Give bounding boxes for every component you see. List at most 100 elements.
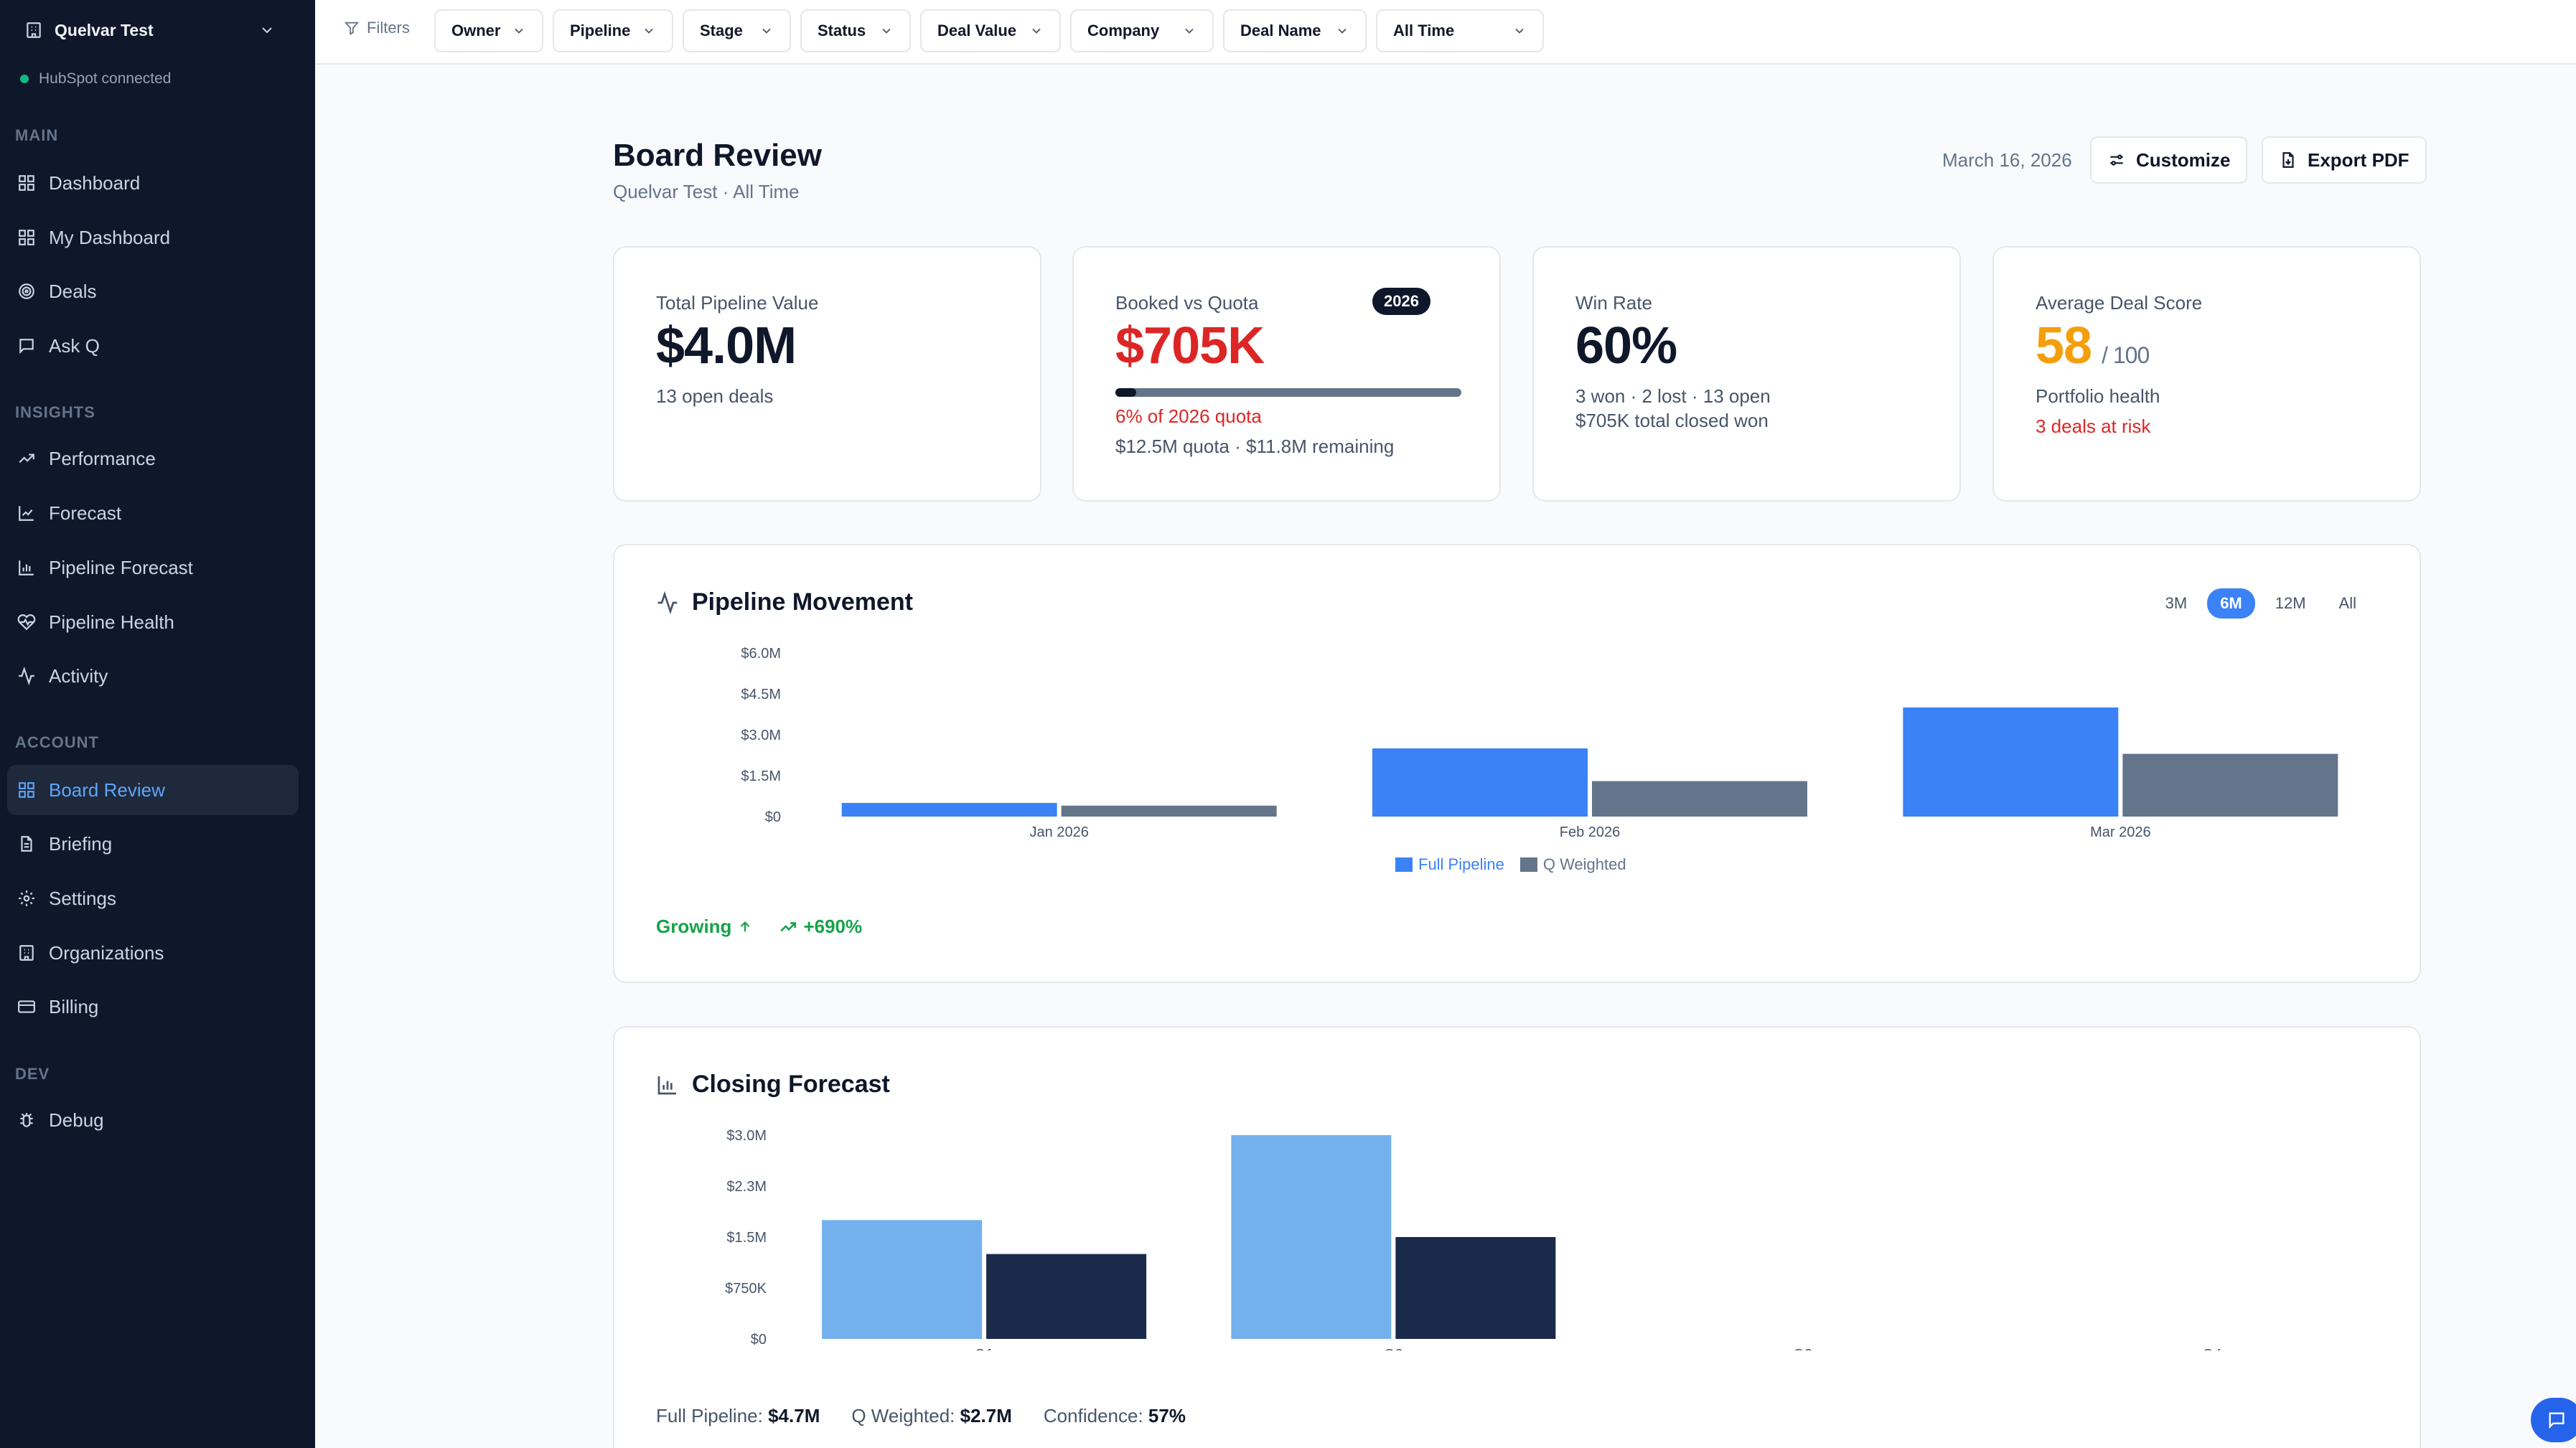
grid-icon	[19, 175, 34, 191]
bar-q1-series-0	[822, 1220, 983, 1339]
summary-value: $2.7M	[960, 1405, 1012, 1426]
report-date: March 16, 2026	[1942, 149, 2072, 171]
stage-filter[interactable]: Stage	[683, 9, 791, 52]
summary-label: Q Weighted:	[851, 1405, 955, 1426]
bar-mar-2026-series-0	[1903, 707, 2119, 817]
sidebar-item-pipeline-forecast[interactable]: Pipeline Forecast	[7, 542, 299, 593]
sidebar-item-label: My Dashboard	[49, 226, 171, 248]
sidebar-item-label: Briefing	[49, 832, 113, 855]
deal-name-filter[interactable]: Deal Name	[1223, 9, 1367, 52]
customize-label: Customize	[2136, 149, 2231, 171]
sidebar-item-settings[interactable]: Settings	[7, 873, 299, 923]
owner-filter[interactable]: Owner	[434, 9, 543, 52]
range-option-3m[interactable]: 3M	[2165, 594, 2188, 612]
grid-icon	[19, 230, 34, 245]
range-option-6m[interactable]: 6M	[2207, 588, 2255, 619]
time-range-filter[interactable]: All Time	[1376, 9, 1544, 52]
sidebar-item-label: Activity	[49, 664, 108, 687]
legend-item-q-weighted: Q Weighted	[1519, 855, 1626, 874]
sidebar-item-deals[interactable]: Deals	[7, 266, 299, 316]
range-option-all[interactable]: All	[2338, 594, 2356, 612]
sidebar-item-board-review[interactable]: Board Review	[7, 765, 299, 815]
y-tick-label: $2.3M	[726, 1179, 767, 1195]
sidebar-item-label: Billing	[49, 995, 99, 1017]
summary-q-weighted: Q Weighted: $2.7M	[851, 1405, 1012, 1427]
x-tick-label: Mar 2026	[2090, 824, 2151, 840]
chevron-down-icon	[882, 28, 891, 34]
kpi-label: Total Pipeline Value	[656, 292, 819, 314]
quota-progress-bar	[1115, 388, 1461, 397]
workspace-name: Quelvar Test	[55, 20, 154, 39]
score-denominator: / 100	[2102, 342, 2150, 368]
sidebar-item-briefing[interactable]: Briefing	[7, 819, 299, 869]
kpi-sub: $12.5M quota · $11.8M remaining	[1115, 436, 1395, 457]
target-icon	[19, 283, 34, 299]
chat-launcher-button[interactable]	[2531, 1398, 2576, 1442]
customize-button[interactable]: Customize	[2090, 136, 2248, 184]
workspace-switcher[interactable]: Quelvar Test	[24, 16, 276, 44]
chat-icon	[2549, 1412, 2565, 1429]
filters-text: Filters	[367, 19, 410, 37]
deal-name-filter-label: Deal Name	[1240, 22, 1321, 39]
section-account: ACCOUNT	[15, 733, 99, 751]
export-pdf-button[interactable]: Export PDF	[2262, 136, 2427, 184]
sidebar-item-debug[interactable]: Debug	[7, 1095, 299, 1145]
chevron-down-icon	[515, 28, 523, 34]
status-filter[interactable]: Status	[800, 9, 911, 52]
activity-icon	[19, 667, 34, 685]
time-range-filter-label: All Time	[1393, 22, 1455, 39]
chevron-down-icon	[762, 28, 771, 34]
sidebar-item-label: Debug	[49, 1109, 104, 1131]
sidebar-item-forecast[interactable]: Forecast	[7, 488, 299, 538]
pipeline-movement-card: Pipeline Movement 3M 6M 12M All $0 $1.5M $3.0…	[613, 544, 2421, 983]
y-tick-label: $4.5M	[741, 687, 781, 702]
building-icon	[27, 22, 41, 38]
summary-value: $4.7M	[768, 1405, 820, 1426]
section-main: MAIN	[15, 126, 59, 144]
kpi-card-deal-score: Average Deal Score 58 / 100 Portfolio hea…	[1992, 246, 2421, 502]
trend-value-text: +690%	[803, 916, 863, 937]
status-dot	[20, 75, 29, 83]
filters-label[interactable]: Filters	[344, 19, 410, 37]
y-tick-label: $0	[751, 1332, 767, 1348]
kpi-sub: 13 open deals	[656, 385, 774, 407]
deal-value-filter-label: Deal Value	[937, 22, 1017, 39]
sidebar-item-ask-q[interactable]: Ask Q	[7, 321, 299, 371]
chevron-down-icon[interactable]	[258, 22, 276, 39]
range-option-12m[interactable]: 12M	[2275, 594, 2306, 612]
stage-filter-label: Stage	[700, 22, 743, 39]
summary-value: 57%	[1148, 1405, 1186, 1426]
sidebar-item-label: Organizations	[49, 941, 164, 964]
chevron-down-icon	[1032, 28, 1041, 34]
sidebar-item-label: Settings	[49, 887, 116, 909]
y-tick-label: $1.5M	[726, 1230, 767, 1246]
company-filter[interactable]: Company	[1070, 9, 1214, 52]
bar-feb-2026-series-1	[1592, 781, 1807, 817]
message-icon	[19, 339, 34, 354]
section-insights: INSIGHTS	[15, 403, 95, 421]
sidebar-item-label: Pipeline Forecast	[49, 556, 193, 578]
sidebar-item-pipeline-health[interactable]: Pipeline Health	[7, 597, 299, 647]
chevron-down-icon	[645, 28, 653, 34]
chevron-down-icon	[1515, 28, 1524, 34]
pipeline-filter-label: Pipeline	[570, 22, 631, 39]
score-value: 58	[2036, 317, 2092, 375]
deal-value-filter[interactable]: Deal Value	[920, 9, 1061, 52]
bar-mar-2026-series-1	[2122, 753, 2338, 817]
sidebar-item-dashboard[interactable]: Dashboard	[7, 158, 299, 208]
quota-progress-fill	[1115, 388, 1136, 397]
sidebar-item-activity[interactable]: Activity	[7, 651, 299, 701]
bar-q2-series-1	[1395, 1237, 1556, 1339]
sidebar-item-organizations[interactable]: Organizations	[7, 928, 299, 978]
sidebar-item-billing[interactable]: Billing	[7, 982, 299, 1032]
sidebar-item-performance[interactable]: Performance	[7, 433, 299, 484]
pipeline-filter[interactable]: Pipeline	[553, 9, 673, 52]
chevron-down-icon	[1338, 28, 1346, 34]
y-tick-label: $6.0M	[741, 646, 781, 662]
growth-indicator: Growing +690%	[656, 916, 862, 938]
file-text-icon	[21, 836, 32, 852]
page-title: Board Review	[613, 138, 822, 173]
kpi-value: 60%	[1575, 317, 1677, 375]
sidebar-item-my-dashboard[interactable]: My Dashboard	[7, 212, 299, 263]
kpi-sub: $705K total closed won	[1575, 410, 1769, 431]
